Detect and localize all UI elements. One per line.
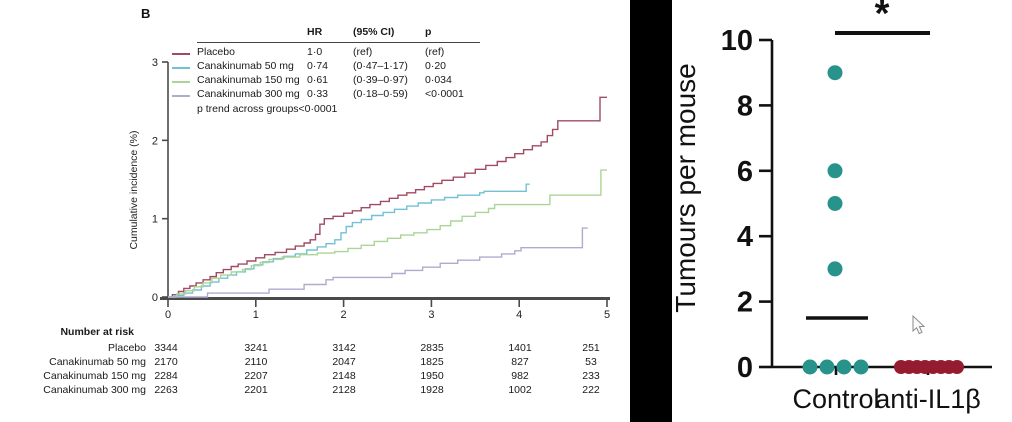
risk-value: 827 [511, 356, 529, 368]
legend-ci-value: (ref) [353, 46, 373, 58]
km-y-tick-label: 0 [152, 292, 158, 304]
risk-value: 1950 [420, 370, 444, 382]
km-curve-canakinumab-50-mg [168, 183, 530, 298]
risk-row: Canakinumab 300 mg 2263 2201 2128 1928 1002 22… [0, 384, 630, 397]
risk-value: 53 [585, 356, 597, 368]
legend-line-swatch [172, 60, 197, 73]
legend-series-label: Canakinumab 300 mg [197, 88, 300, 100]
risk-value: 251 [582, 342, 600, 354]
data-point [827, 196, 843, 211]
dot-plot-panel: Tumours per mouse 0 2 4 6 8 10 * Control anti-… [670, 0, 1012, 422]
legend-series-label: Canakinumab 50 mg [197, 60, 294, 72]
risk-value: 2148 [332, 370, 356, 382]
risk-value: 3142 [332, 342, 356, 354]
legend-header-hr: HR [307, 26, 323, 38]
mouse-cursor-icon [912, 314, 926, 335]
legend-series-label: Canakinumab 150 mg [197, 74, 300, 86]
legend-line-swatch [172, 46, 197, 59]
legend-rule [197, 42, 480, 43]
data-point [802, 359, 818, 375]
km-x-tick-label: 0 [165, 309, 171, 321]
km-x-tick-label: 3 [428, 309, 434, 321]
group-label-anti-il1b: anti-IL1β [875, 384, 981, 414]
risk-value: 3344 [154, 342, 178, 354]
risk-value: 2263 [154, 384, 178, 396]
legend-hr-value: 0·61 [307, 74, 329, 86]
km-curve-placebo [168, 96, 607, 298]
dot-y-tick-label: 10 [721, 25, 753, 57]
risk-value: 2170 [154, 356, 178, 368]
km-curve-canakinumab-150-mg [168, 169, 607, 298]
risk-value: 3241 [244, 342, 268, 354]
risk-value: 1401 [508, 342, 532, 354]
km-legend: HR (95% CI) p Placebo 1·0 (ref) (ref) Ca… [172, 26, 480, 116]
legend-hr-value: 1·0 [307, 46, 323, 58]
km-x-tick-label: 2 [341, 309, 347, 321]
risk-value: 2110 [244, 356, 268, 368]
risk-row-label: Canakinumab 300 mg [43, 384, 146, 396]
legend-p-value: <0·0001 [425, 88, 464, 100]
legend-line-swatch [172, 74, 197, 87]
dot-plot: 0 2 4 6 8 10 * [721, 0, 992, 384]
km-y-tick-label: 3 [152, 57, 158, 69]
legend-hr-value: 0·74 [307, 60, 329, 72]
dot-y-tick-label: 2 [737, 287, 753, 319]
risk-value: 1825 [420, 356, 444, 368]
risk-row-label: Canakinumab 150 mg [43, 370, 146, 382]
km-x-tick-label: 4 [516, 309, 522, 321]
dot-y-tick-label: 8 [737, 90, 753, 122]
data-point [827, 163, 843, 179]
legend-trend-note: p trend across groups<0·0001 [197, 103, 338, 115]
km-curve-canakinumab-300-mg [168, 227, 588, 298]
legend-line-swatch [172, 88, 197, 101]
data-point [950, 360, 964, 374]
risk-value: 2207 [244, 370, 268, 382]
risk-value: 233 [582, 370, 600, 382]
risk-row-label: Canakinumab 50 mg [49, 356, 146, 368]
data-point [827, 65, 843, 81]
risk-row-label: Placebo [108, 342, 146, 354]
km-x-tick-label: 5 [604, 309, 610, 321]
legend-p-value: 0·20 [425, 60, 447, 72]
km-y-tick-label: 2 [152, 135, 158, 147]
significance-asterisk: * [875, 0, 890, 35]
risk-value: 982 [511, 370, 529, 382]
legend-series-label: Placebo [197, 46, 235, 58]
km-plot: 0 1 2 3 0 1 2 3 4 5 [152, 57, 610, 321]
risk-value: 2284 [154, 370, 178, 382]
dot-y-tick-label: 4 [737, 221, 753, 253]
km-x-tick-label: 1 [253, 309, 259, 321]
legend-hr-value: 0·33 [307, 88, 329, 100]
risk-row: Canakinumab 150 mg 2284 2207 2148 1950 982 233 [0, 370, 630, 383]
legend-header-ci: (95% CI) [353, 26, 395, 38]
risk-row: Placebo 3344 3241 3142 2835 1401 251 [0, 342, 630, 355]
legend-header-p: p [425, 26, 432, 38]
legend-p-value: (ref) [425, 46, 445, 58]
risk-value: 1928 [420, 384, 444, 396]
panel-label: B [141, 6, 151, 21]
risk-value: 2835 [420, 342, 444, 354]
dot-y-tick-label: 0 [737, 352, 753, 384]
risk-value: 222 [582, 384, 600, 396]
legend-p-value: 0·034 [425, 74, 452, 86]
legend-ci-value: (0·47–1·17) [353, 60, 408, 72]
data-point [853, 359, 869, 375]
km-y-tick-label: 1 [152, 214, 158, 226]
dot-y-tick-label: 6 [737, 156, 753, 188]
data-point [836, 359, 852, 375]
risk-row: Canakinumab 50 mg 2170 2110 2047 1825 827 53 [0, 356, 630, 369]
data-point [827, 261, 843, 277]
data-point [819, 359, 835, 375]
legend-ci-value: (0·18–0·59) [353, 88, 408, 100]
risk-value: 2047 [332, 356, 356, 368]
risk-value: 2128 [332, 384, 356, 396]
group-label-control: Control [792, 384, 880, 414]
number-at-risk-title: Number at risk [60, 326, 134, 338]
panel-divider [630, 0, 672, 422]
risk-value: 2201 [244, 384, 268, 396]
legend-ci-value: (0·39–0·97) [353, 74, 408, 86]
risk-value: 1002 [508, 384, 532, 396]
